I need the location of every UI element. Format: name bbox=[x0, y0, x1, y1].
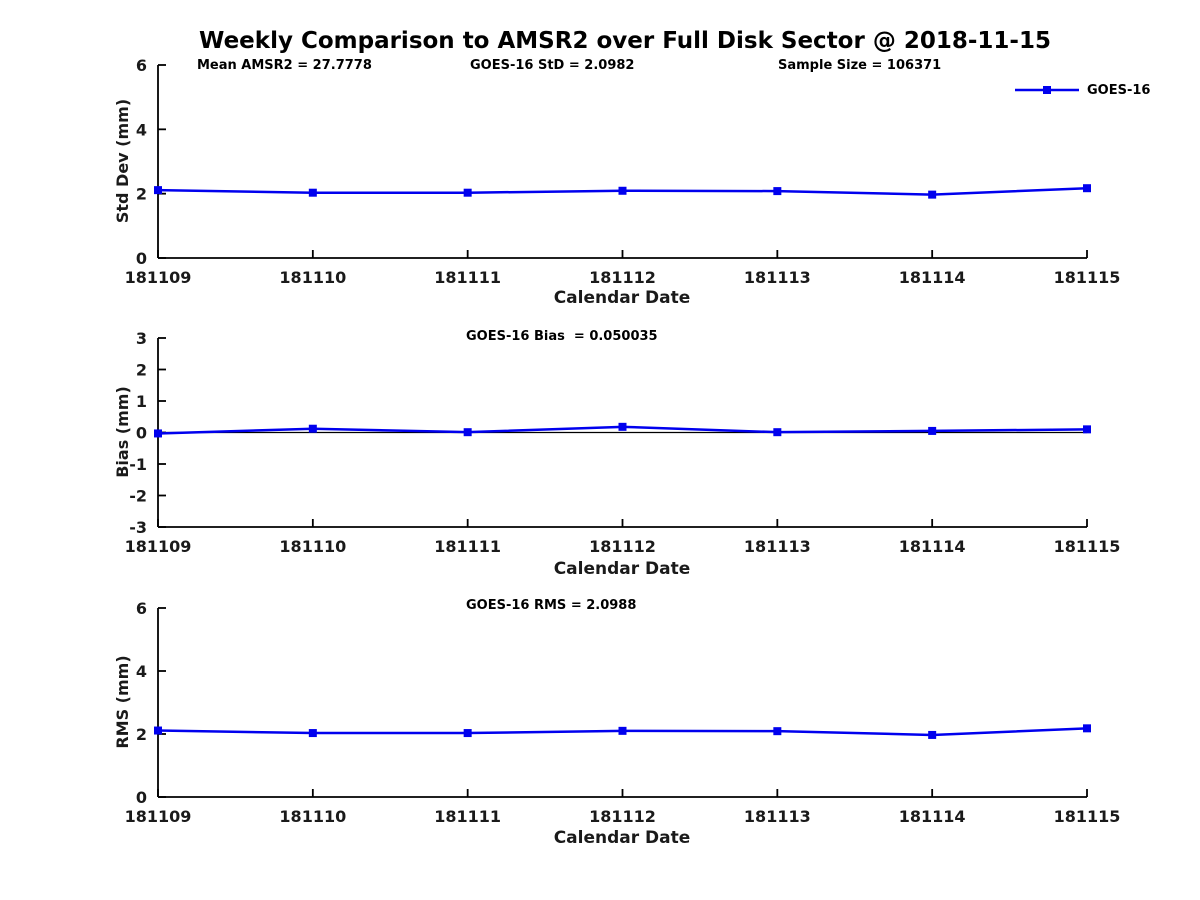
rms-marker bbox=[463, 729, 472, 738]
legend-line-sample bbox=[1015, 86, 1079, 94]
bias-ytick-label: 1 bbox=[136, 392, 147, 411]
x-axis-label-rms: Calendar Date bbox=[553, 828, 691, 848]
rms-xtick-label: 181110 bbox=[279, 807, 346, 826]
rms-xtick-label: 181114 bbox=[899, 807, 966, 826]
y-axis-label-rms: RMS (mm) bbox=[113, 655, 132, 749]
std-dev-ytick-label: 0 bbox=[136, 249, 147, 268]
bias-xtick-label: 181109 bbox=[125, 537, 192, 556]
std-dev-xtick-label: 181112 bbox=[589, 268, 656, 287]
bias-ytick-label: -3 bbox=[129, 518, 147, 537]
bias-marker bbox=[928, 426, 937, 435]
std-dev-marker bbox=[1083, 184, 1091, 193]
std-dev-marker bbox=[463, 188, 472, 197]
rms-marker bbox=[618, 726, 627, 735]
annotation-goes16-bias: GOES-16 Bias = 0.050035 bbox=[466, 329, 658, 344]
std-dev-chart: 0 2 4 6 181109 181110 181111 181112 181113 181114… bbox=[125, 56, 1121, 287]
std-dev-ytick-label: 2 bbox=[136, 185, 147, 204]
rms-xtick-label: 181109 bbox=[125, 807, 192, 826]
std-dev-marker bbox=[618, 186, 627, 195]
std-dev-marker bbox=[308, 188, 317, 197]
legend-label: GOES-16 bbox=[1087, 82, 1151, 98]
bias-xtick-label: 181113 bbox=[744, 537, 811, 556]
std-dev-xtick-label: 181110 bbox=[279, 268, 346, 287]
rms-ytick-label: 2 bbox=[136, 725, 147, 744]
std-dev-xtick-label: 181113 bbox=[744, 268, 811, 287]
std-dev-xtick-label: 181109 bbox=[125, 268, 192, 287]
rms-marker bbox=[154, 726, 162, 735]
rms-xtick-label: 181111 bbox=[434, 807, 501, 826]
bias-marker bbox=[154, 429, 162, 438]
x-axis-label-stddev: Calendar Date bbox=[553, 288, 691, 308]
std-dev-xtick-label: 181115 bbox=[1054, 268, 1121, 287]
bias-ytick-label: 3 bbox=[136, 329, 147, 348]
std-dev-marker bbox=[154, 186, 162, 195]
bias-xtick-label: 181111 bbox=[434, 537, 501, 556]
figure-title: Weekly Comparison to AMSR2 over Full Dis… bbox=[199, 28, 1051, 54]
bias-marker bbox=[618, 422, 627, 431]
std-dev-ytick-label: 4 bbox=[136, 120, 147, 139]
bias-ytick-label: 0 bbox=[136, 424, 147, 443]
annotation-sample-size: Sample Size = 106371 bbox=[778, 58, 942, 73]
annotation-goes16-rms: GOES-16 RMS = 2.0988 bbox=[466, 598, 637, 613]
std-dev-ytick-label: 6 bbox=[136, 56, 147, 75]
bias-ytick-label: -2 bbox=[129, 487, 147, 506]
std-dev-marker bbox=[773, 187, 782, 196]
bias-marker bbox=[463, 428, 472, 437]
std-dev-xtick-label: 181111 bbox=[434, 268, 501, 287]
std-dev-marker bbox=[928, 190, 937, 199]
x-axis-label-bias: Calendar Date bbox=[553, 559, 691, 579]
rms-marker bbox=[773, 727, 782, 736]
std-dev-axes bbox=[157, 64, 1088, 259]
annotation-mean-amsr2: Mean AMSR2 = 27.7778 bbox=[197, 58, 372, 73]
bias-ytick-label: -1 bbox=[129, 455, 147, 474]
bias-marker bbox=[308, 424, 317, 433]
rms-marker bbox=[308, 729, 317, 738]
y-axis-label-stddev: Std Dev (mm) bbox=[113, 98, 132, 224]
bias-marker bbox=[1083, 425, 1091, 434]
y-axis-label-bias: Bias (mm) bbox=[113, 386, 132, 478]
rms-ytick-label: 0 bbox=[136, 788, 147, 807]
rms-chart: 0 2 4 6 181109 181110 181111 181112 181113 181114… bbox=[125, 599, 1121, 826]
std-dev-xtick-label: 181114 bbox=[899, 268, 966, 287]
rms-ytick-label: 4 bbox=[136, 662, 147, 681]
bias-marker bbox=[773, 428, 782, 437]
rms-xtick-label: 181113 bbox=[744, 807, 811, 826]
rms-marker bbox=[1083, 724, 1091, 733]
rms-xtick-label: 181112 bbox=[589, 807, 656, 826]
bias-ytick-label: 2 bbox=[136, 361, 147, 380]
bias-xtick-label: 181114 bbox=[899, 537, 966, 556]
rms-marker bbox=[928, 730, 937, 739]
bias-xtick-label: 181115 bbox=[1054, 537, 1121, 556]
rms-axes bbox=[157, 607, 1088, 798]
rms-xtick-label: 181115 bbox=[1054, 807, 1121, 826]
annotation-goes16-std: GOES-16 StD = 2.0982 bbox=[470, 58, 635, 73]
rms-ytick-label: 6 bbox=[136, 599, 147, 618]
bias-xtick-label: 181112 bbox=[589, 537, 656, 556]
bias-xtick-label: 181110 bbox=[279, 537, 346, 556]
legend: GOES-16 bbox=[1014, 82, 1150, 98]
